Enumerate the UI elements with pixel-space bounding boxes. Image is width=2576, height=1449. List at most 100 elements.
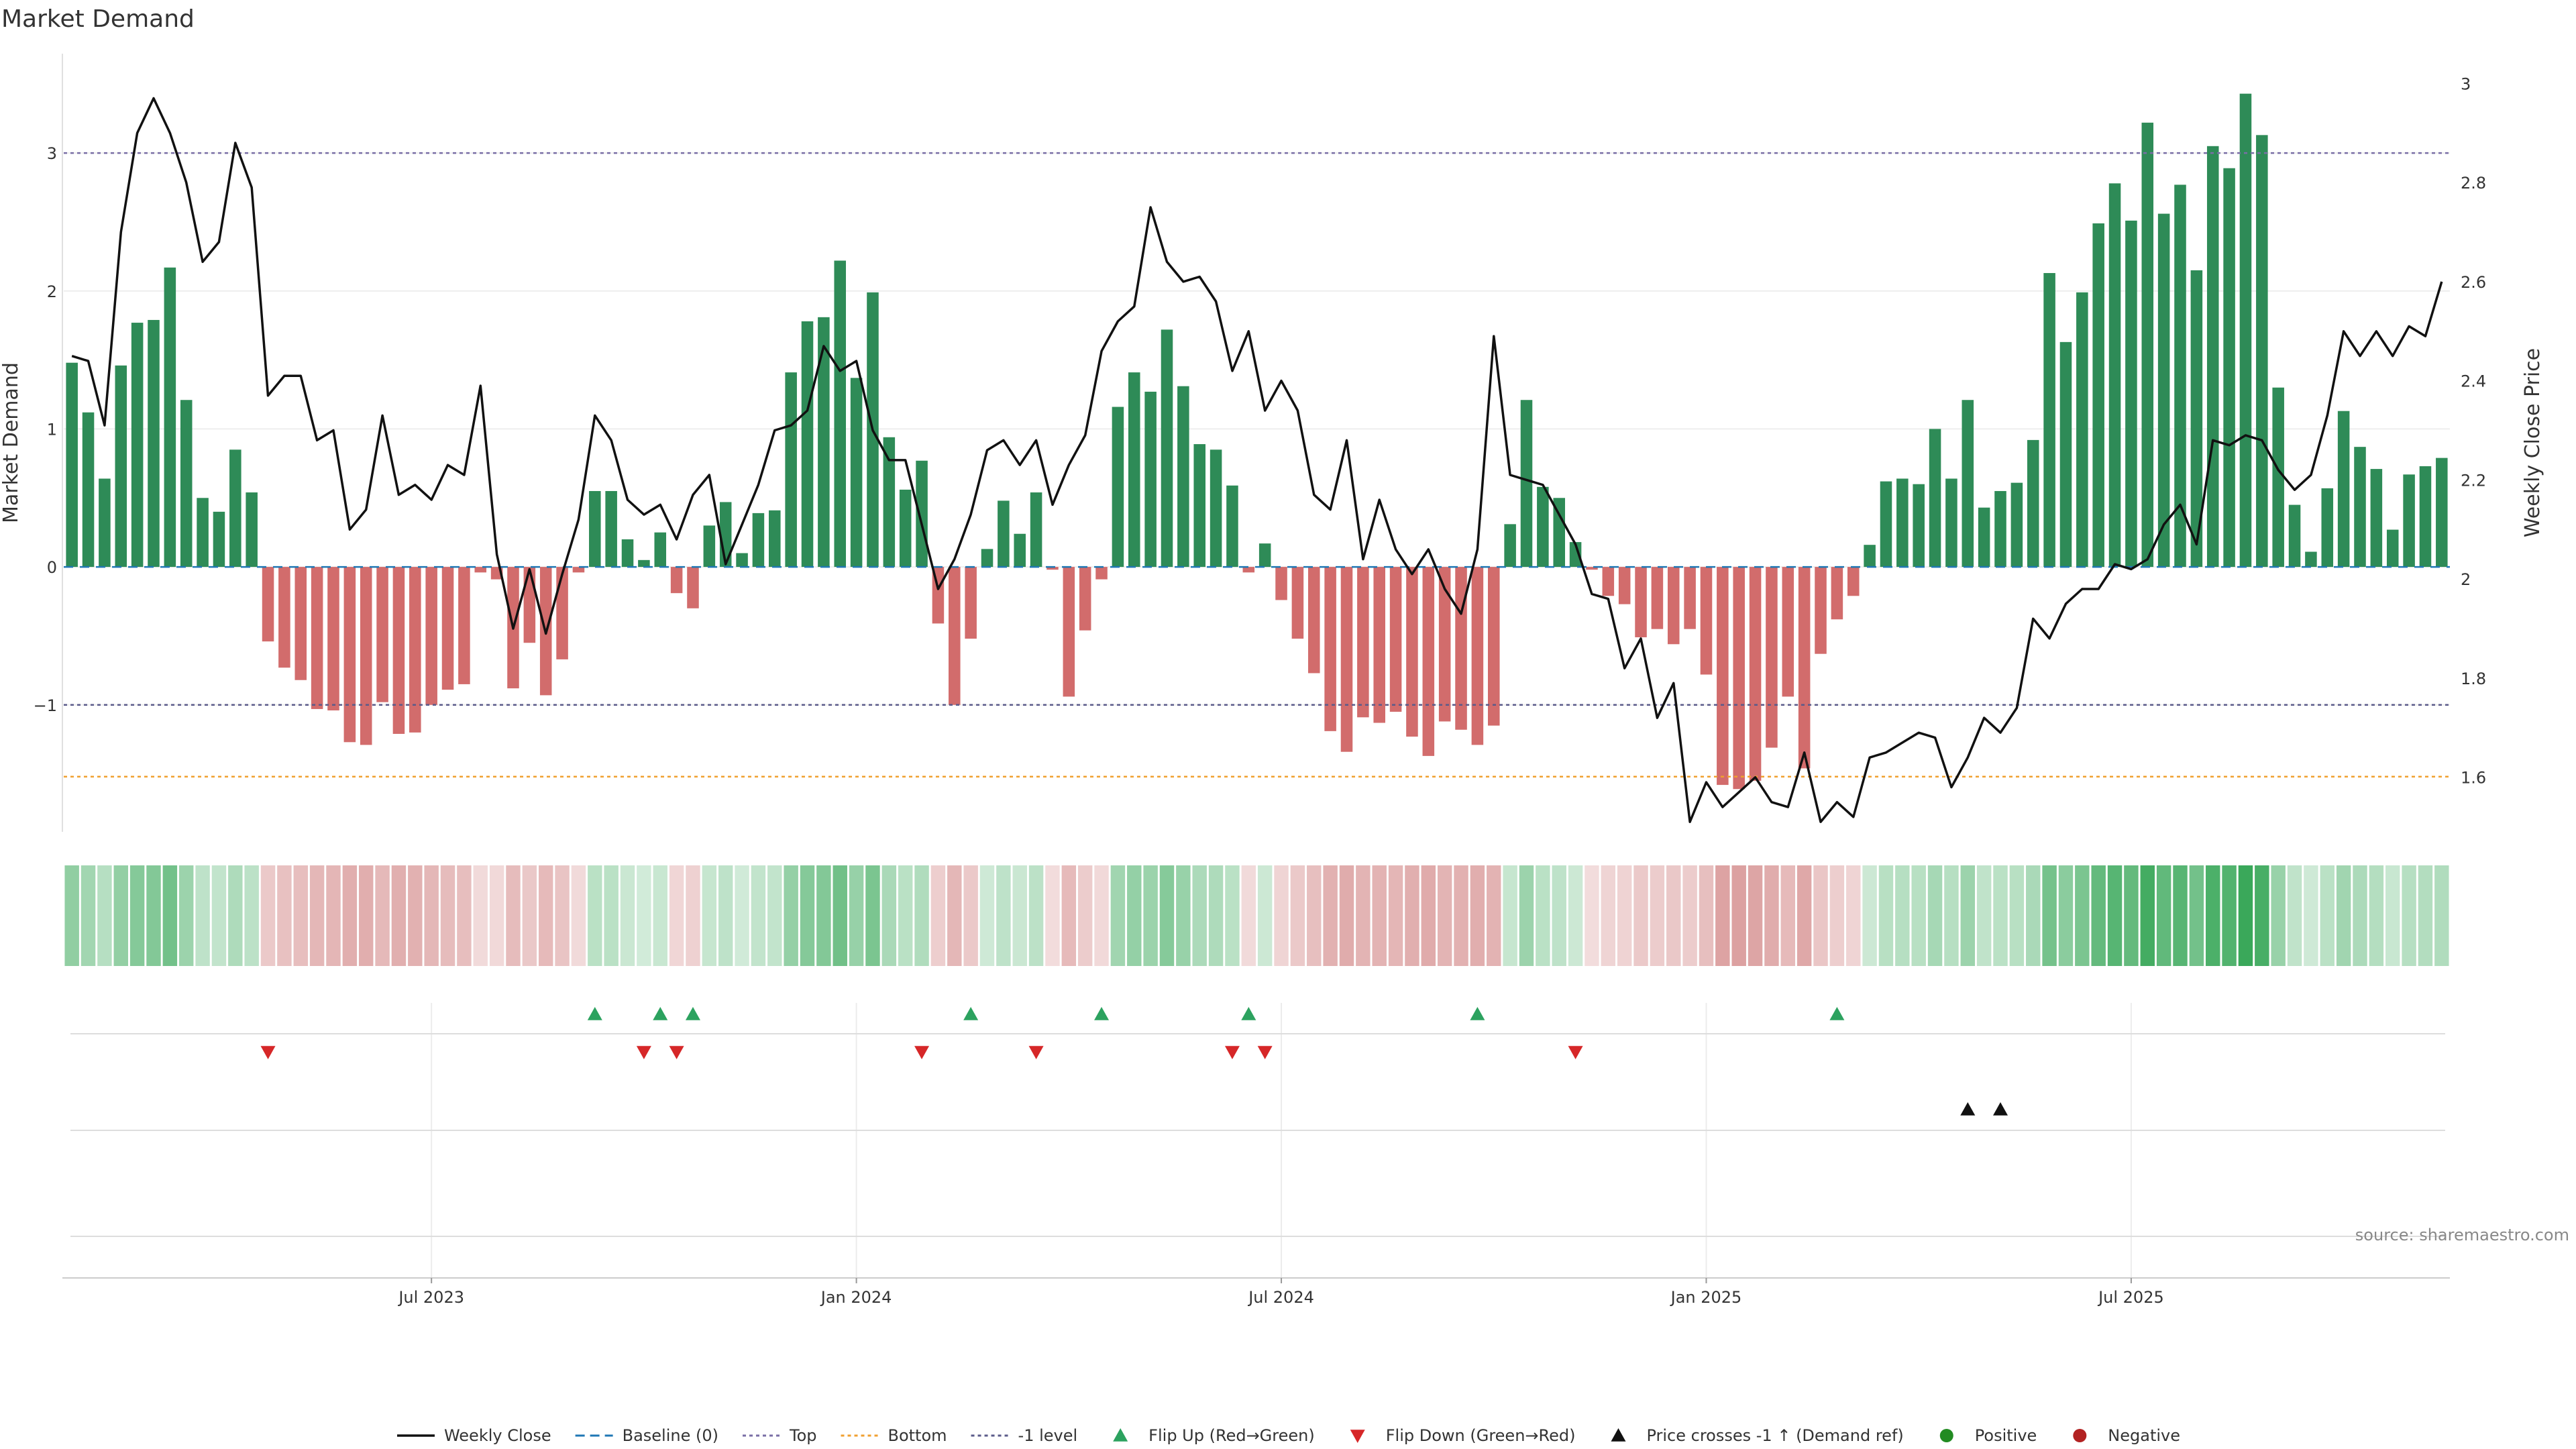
demand-bar <box>148 319 160 568</box>
heat-cell <box>784 865 798 966</box>
heat-cell <box>1094 865 1109 966</box>
heat-cell <box>538 865 553 966</box>
heat-cell <box>555 865 570 966</box>
demand-bar <box>1684 567 1696 629</box>
demand-bar <box>1520 400 1533 568</box>
demand-bar <box>736 553 748 568</box>
legend-swatch-triangle-up <box>1611 1428 1626 1442</box>
demand-bar <box>1030 492 1042 568</box>
demand-bar <box>1815 567 1827 654</box>
heat-cell <box>1780 865 1796 966</box>
demand-bar <box>1112 407 1124 568</box>
heat-cell <box>2140 865 2155 966</box>
legend-label: Price crosses -1 ↑ (Demand ref) <box>1646 1426 1903 1445</box>
heat-cell <box>408 865 423 966</box>
heat-cell <box>244 865 259 966</box>
x-tick-label: Jul 2025 <box>2097 1288 2164 1307</box>
heat-cell <box>424 865 439 966</box>
demand-bar <box>1487 567 1500 726</box>
demand-bar <box>1161 329 1173 568</box>
heat-cell <box>195 865 210 966</box>
demand-bar <box>981 549 994 568</box>
heat-cell <box>686 865 700 966</box>
heat-cell <box>1487 865 1501 966</box>
heat-cell <box>2173 865 2188 966</box>
heat-cell <box>1372 865 1387 966</box>
heat-cell <box>1339 865 1354 966</box>
heat-cell <box>1927 865 1943 966</box>
demand-bar <box>883 437 896 568</box>
heat-cell <box>1699 865 1714 966</box>
heat-cell <box>1960 865 1976 966</box>
heat-cell <box>898 865 913 966</box>
demand-bar <box>1128 372 1140 568</box>
heat-cell <box>963 865 978 966</box>
demand-bar <box>1978 507 1990 568</box>
demand-bar <box>1258 543 1271 568</box>
heat-cell <box>1715 865 1730 966</box>
demand-bar <box>638 559 650 568</box>
demand-bar <box>1766 567 1778 748</box>
legend-label: Top <box>789 1426 817 1445</box>
heat-cell <box>1110 865 1126 966</box>
heat-cell <box>1421 865 1436 966</box>
demand-bar <box>1847 567 1860 596</box>
x-tick-label: Jan 2025 <box>1670 1288 1742 1307</box>
heat-cell <box>1601 865 1616 966</box>
demand-bar <box>2239 93 2252 568</box>
heat-cell <box>489 865 504 966</box>
heat-cell <box>1731 865 1746 966</box>
demand-bar <box>2125 220 2137 568</box>
heat-cell <box>1568 865 1583 966</box>
heat-cell <box>2156 865 2171 966</box>
heat-cell <box>1585 865 1599 966</box>
heat-cell <box>1290 865 1305 966</box>
heat-cell <box>1633 865 1648 966</box>
legend-label: -1 level <box>1018 1426 1078 1445</box>
heat-cell <box>522 865 537 966</box>
heat-cell <box>930 865 946 966</box>
demand-bar <box>409 567 421 733</box>
demand-bar <box>1994 490 2006 568</box>
demand-bar <box>2354 447 2366 568</box>
demand-bar <box>687 567 699 608</box>
demand-bar <box>1406 567 1418 737</box>
demand-bar <box>1504 524 1516 568</box>
heat-cell <box>571 865 586 966</box>
demand-bar <box>1014 533 1026 568</box>
heat-cell <box>816 865 831 966</box>
heat-cell <box>914 865 929 966</box>
heat-cell <box>2107 865 2123 966</box>
heat-cell <box>1519 865 1534 966</box>
heat-cell <box>1127 865 1142 966</box>
demand-bar <box>1586 567 1598 570</box>
demand-bar <box>262 567 274 642</box>
demand-bar <box>246 492 258 568</box>
heat-cell <box>179 865 194 966</box>
demand-bar <box>115 365 127 568</box>
demand-bar <box>311 567 323 709</box>
demand-bar <box>1144 391 1157 568</box>
heat-cell <box>735 865 749 966</box>
heat-cell <box>1241 865 1256 966</box>
legend: Weekly Close Baseline (0) Top Bottom -1 leve… <box>396 1426 2180 1445</box>
heat-cell <box>2238 865 2253 966</box>
heat-cell <box>1666 865 1681 966</box>
demand-bar <box>1307 567 1320 674</box>
demand-bar <box>2174 184 2186 568</box>
heat-cell <box>1764 865 1779 966</box>
heat-cell <box>1143 865 1158 966</box>
heat-cell <box>669 865 684 966</box>
heat-cell <box>2026 865 2041 966</box>
demand-bar <box>1880 481 1892 568</box>
heat-cell <box>718 865 733 966</box>
demand-bar <box>1635 567 1647 637</box>
legend-swatch-triangle-up <box>1113 1428 1128 1442</box>
heat-cell <box>2369 865 2384 966</box>
demand-bar <box>1700 567 1713 675</box>
demand-bar <box>2206 146 2219 568</box>
demand-bar <box>1063 567 1075 697</box>
legend-label: Weekly Close <box>444 1426 551 1445</box>
demand-bar <box>294 567 307 680</box>
y-tick-label: 1 <box>47 420 57 439</box>
